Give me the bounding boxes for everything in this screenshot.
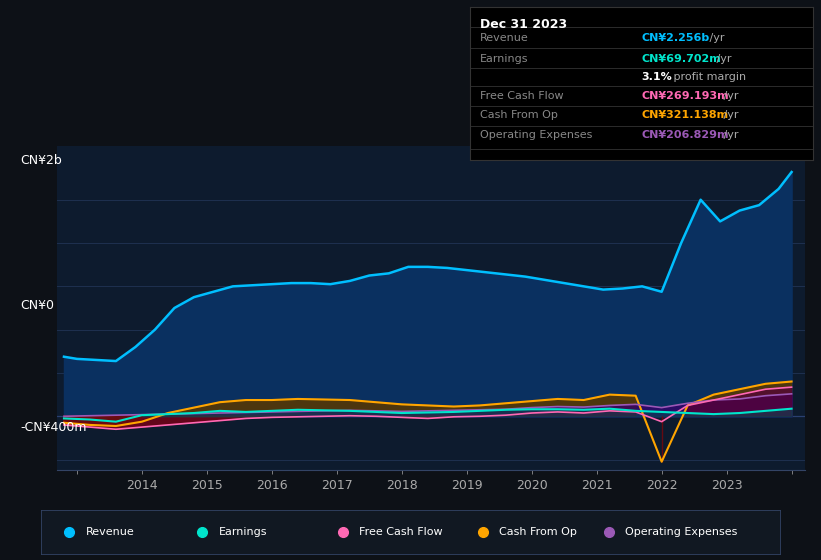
Text: Revenue: Revenue bbox=[85, 527, 134, 537]
Text: Free Cash Flow: Free Cash Flow bbox=[480, 91, 563, 101]
Text: /yr: /yr bbox=[721, 91, 739, 101]
Text: CN¥206.829m: CN¥206.829m bbox=[641, 130, 729, 140]
Text: Operating Expenses: Operating Expenses bbox=[480, 130, 592, 140]
Text: CN¥2.256b: CN¥2.256b bbox=[641, 32, 709, 43]
Text: Cash From Op: Cash From Op bbox=[480, 110, 557, 120]
Text: CN¥321.138m: CN¥321.138m bbox=[641, 110, 728, 120]
Text: CN¥2b: CN¥2b bbox=[21, 154, 62, 167]
Text: Operating Expenses: Operating Expenses bbox=[625, 527, 737, 537]
Text: CN¥269.193m: CN¥269.193m bbox=[641, 91, 729, 101]
Text: Free Cash Flow: Free Cash Flow bbox=[359, 527, 443, 537]
Text: /yr: /yr bbox=[721, 130, 739, 140]
Text: CN¥69.702m: CN¥69.702m bbox=[641, 54, 721, 64]
Text: Dec 31 2023: Dec 31 2023 bbox=[480, 18, 567, 31]
Text: /yr: /yr bbox=[721, 110, 739, 120]
Text: 3.1%: 3.1% bbox=[641, 72, 672, 82]
Text: Cash From Op: Cash From Op bbox=[499, 527, 577, 537]
Text: /yr: /yr bbox=[706, 32, 725, 43]
Text: /yr: /yr bbox=[713, 54, 732, 64]
Text: Earnings: Earnings bbox=[218, 527, 267, 537]
Text: CN¥0: CN¥0 bbox=[21, 298, 54, 312]
Text: Earnings: Earnings bbox=[480, 54, 529, 64]
Text: Revenue: Revenue bbox=[480, 32, 529, 43]
Text: -CN¥400m: -CN¥400m bbox=[21, 421, 87, 434]
Text: profit margin: profit margin bbox=[670, 72, 746, 82]
